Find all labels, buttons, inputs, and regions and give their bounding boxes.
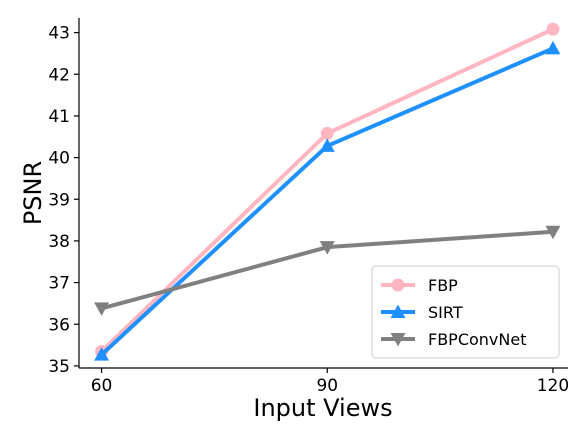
y-tick-label: 42: [48, 65, 70, 85]
data-point-fbpconvnet: [94, 302, 110, 316]
data-point-fbpconvnet: [319, 241, 335, 255]
legend-label-fbp: FBP: [428, 276, 458, 295]
y-tick-label: 40: [48, 149, 70, 169]
y-tick-label: 39: [48, 190, 70, 210]
x-axis-title: Input Views: [253, 394, 392, 422]
data-point-sirt: [545, 40, 561, 55]
y-tick-label: 37: [48, 274, 70, 294]
y-tick-label: 36: [48, 315, 70, 335]
legend-marker-fbpconvnet: [390, 333, 406, 347]
x-ticks: 60 90 120: [91, 368, 569, 396]
legend-label-fbpconvnet: FBPConvNet: [428, 330, 526, 349]
legend: FBP SIRT FBPConvNet: [371, 265, 560, 359]
y-tick-label: 38: [48, 232, 70, 252]
y-ticks: 35 36 37 38 39 40 41 42 43: [48, 24, 79, 377]
data-point-sirt: [94, 347, 110, 361]
data-point-fbp: [320, 126, 334, 140]
data-point-fbp: [546, 22, 560, 36]
y-axis-title: PSNR: [19, 161, 47, 225]
data-point-sirt: [319, 138, 335, 152]
legend-marker-sirt: [390, 304, 406, 318]
x-tick-label: 60: [91, 376, 113, 396]
data-point-fbpconvnet: [545, 225, 561, 240]
y-tick-label: 35: [48, 357, 70, 377]
series-layer: [94, 22, 561, 361]
legend-label-sirt: SIRT: [428, 303, 463, 322]
axes: [78, 18, 568, 369]
x-tick-label: 120: [537, 376, 569, 396]
legend-frame: [371, 265, 560, 359]
legend-marker-fbp: [391, 278, 405, 292]
y-tick-label: 41: [48, 107, 70, 127]
x-tick-label: 90: [316, 376, 338, 396]
y-tick-label: 43: [48, 24, 70, 44]
